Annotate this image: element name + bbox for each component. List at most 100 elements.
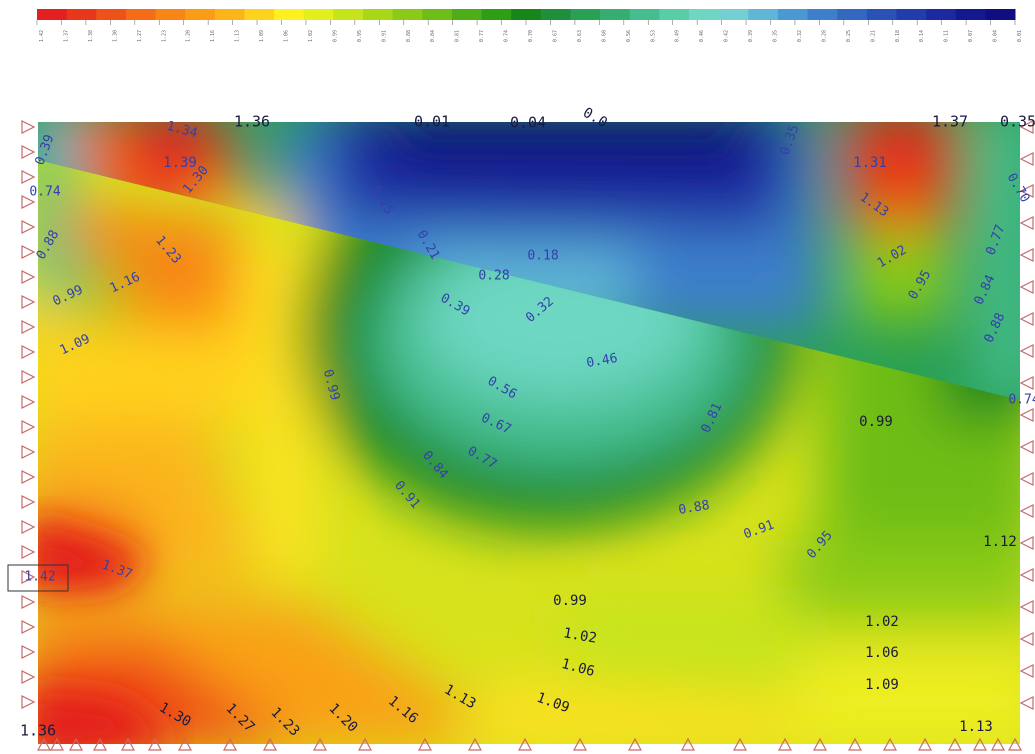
left-roller-supports: [21, 120, 36, 709]
support-triangle-icon: [36, 737, 52, 751]
support-triangle-icon: [1019, 664, 1034, 678]
legend-swatch: [66, 9, 97, 20]
legend-tick-label: 0.42: [724, 30, 730, 42]
contour-label: 1.09: [865, 677, 899, 693]
legend-tick-label: 0.77: [479, 30, 485, 42]
legend-tick-label: 1.27: [137, 30, 143, 42]
support-triangle-icon: [21, 295, 36, 309]
legend-tick-label: 0.39: [748, 30, 754, 42]
legend-tick-label: 0.11: [944, 30, 950, 42]
support-triangle-icon: [21, 195, 36, 209]
contour-label: 0.01: [414, 113, 450, 131]
contour-label: 0.04: [510, 114, 546, 132]
legend-swatch: [303, 9, 334, 20]
legend-swatch: [600, 9, 631, 20]
legend-tick-label: 1.02: [308, 30, 314, 42]
legend-tick-label: 1.23: [161, 30, 167, 42]
contour-label: 0.35: [1000, 113, 1035, 131]
support-triangle-icon: [357, 737, 373, 751]
legend-tick-label: 1.13: [235, 30, 241, 42]
support-triangle-icon: [947, 737, 963, 751]
legend-swatch: [96, 9, 127, 20]
legend-swatch: [155, 9, 186, 20]
support-triangle-icon: [1019, 472, 1034, 486]
legend-swatch: [185, 9, 216, 20]
legend-tick-label: 0.88: [406, 30, 412, 42]
legend-tick-label: 0.60: [601, 30, 607, 42]
legend-tick-label: 0.99: [332, 30, 338, 42]
legend-tick-label: 0.01: [1017, 30, 1023, 42]
support-triangle-icon: [517, 737, 533, 751]
support-triangle-icon: [1019, 536, 1034, 550]
support-triangle-icon: [147, 737, 163, 751]
legend-swatch: [214, 9, 245, 20]
legend-swatch: [955, 9, 986, 20]
color-scale-tick-labels: 1.42 1.37 1.38 1.30 1.27 1.23 1.20 1.16 1.13 1.09…: [36, 20, 1023, 42]
support-triangle-icon: [1019, 696, 1034, 710]
legend-tick-label: 0.81: [455, 30, 461, 42]
legend-tick-label: 0.07: [968, 30, 974, 42]
legend-swatch: [866, 9, 897, 20]
support-triangle-icon: [1019, 152, 1034, 166]
support-triangle-icon: [917, 737, 933, 751]
support-triangle-icon: [972, 737, 988, 751]
support-triangle-icon: [68, 737, 84, 751]
support-triangle-icon: [777, 737, 793, 751]
contour-label: 0.99: [859, 414, 893, 430]
support-triangle-icon: [21, 545, 36, 559]
support-triangle-icon: [812, 737, 828, 751]
legend-tick-label: 1.38: [88, 30, 94, 42]
support-triangle-icon: [21, 595, 36, 609]
support-triangle-icon: [312, 737, 328, 751]
support-triangle-icon: [1019, 248, 1034, 262]
legend-swatch: [748, 9, 779, 20]
legend-swatch: [392, 9, 423, 20]
support-triangle-icon: [1019, 600, 1034, 614]
contour-label: 1.36: [234, 113, 270, 131]
legend-swatch: [926, 9, 957, 20]
selection-marker: [7, 564, 69, 592]
legend-swatch: [896, 9, 927, 20]
legend-swatch: [570, 9, 601, 20]
support-triangle-icon: [1019, 120, 1034, 134]
support-triangle-icon: [1019, 504, 1034, 518]
support-triangle-icon: [21, 645, 36, 659]
support-triangle-icon: [1019, 312, 1034, 326]
legend-swatch: [244, 9, 275, 20]
contour-label: 0.18: [527, 249, 558, 264]
legend-swatch: [125, 9, 157, 20]
support-triangle-icon: [120, 737, 136, 751]
legend-tick-label: 0.49: [675, 30, 681, 42]
support-triangle-icon: [882, 737, 898, 751]
support-triangle-icon: [1007, 737, 1023, 751]
support-triangle-icon: [990, 737, 1006, 751]
support-triangle-icon: [21, 470, 36, 484]
legend-tick-label: 0.74: [504, 30, 510, 42]
support-triangle-icon: [1019, 408, 1034, 422]
support-triangle-icon: [627, 737, 643, 751]
legend-swatch: [689, 9, 720, 20]
legend-swatch: [422, 9, 453, 20]
right-roller-supports: [1019, 120, 1034, 710]
support-triangle-icon: [21, 445, 36, 459]
legend-swatch: [451, 9, 483, 20]
support-triangle-icon: [1019, 216, 1034, 230]
contour-label: 0.74: [1008, 393, 1035, 408]
legend-tick-label: 0.95: [357, 30, 363, 42]
legend-tick-label: 0.32: [797, 30, 803, 42]
support-triangle-icon: [1019, 568, 1034, 582]
legend-swatch: [481, 9, 512, 20]
legend-swatch: [659, 9, 690, 20]
support-triangle-icon: [49, 737, 65, 751]
legend-tick-label: 1.42: [39, 30, 45, 42]
support-triangle-icon: [572, 737, 588, 751]
support-triangle-icon: [262, 737, 278, 751]
support-triangle-icon: [21, 345, 36, 359]
bottom-pinned-supports: [36, 737, 1023, 751]
contour-label: 1.12: [983, 534, 1017, 550]
legend-tick-label: 0.84: [430, 30, 436, 42]
legend-tick-label: 0.67: [552, 30, 558, 42]
legend-tick-label: 0.35: [773, 30, 779, 42]
support-triangle-icon: [92, 737, 108, 751]
